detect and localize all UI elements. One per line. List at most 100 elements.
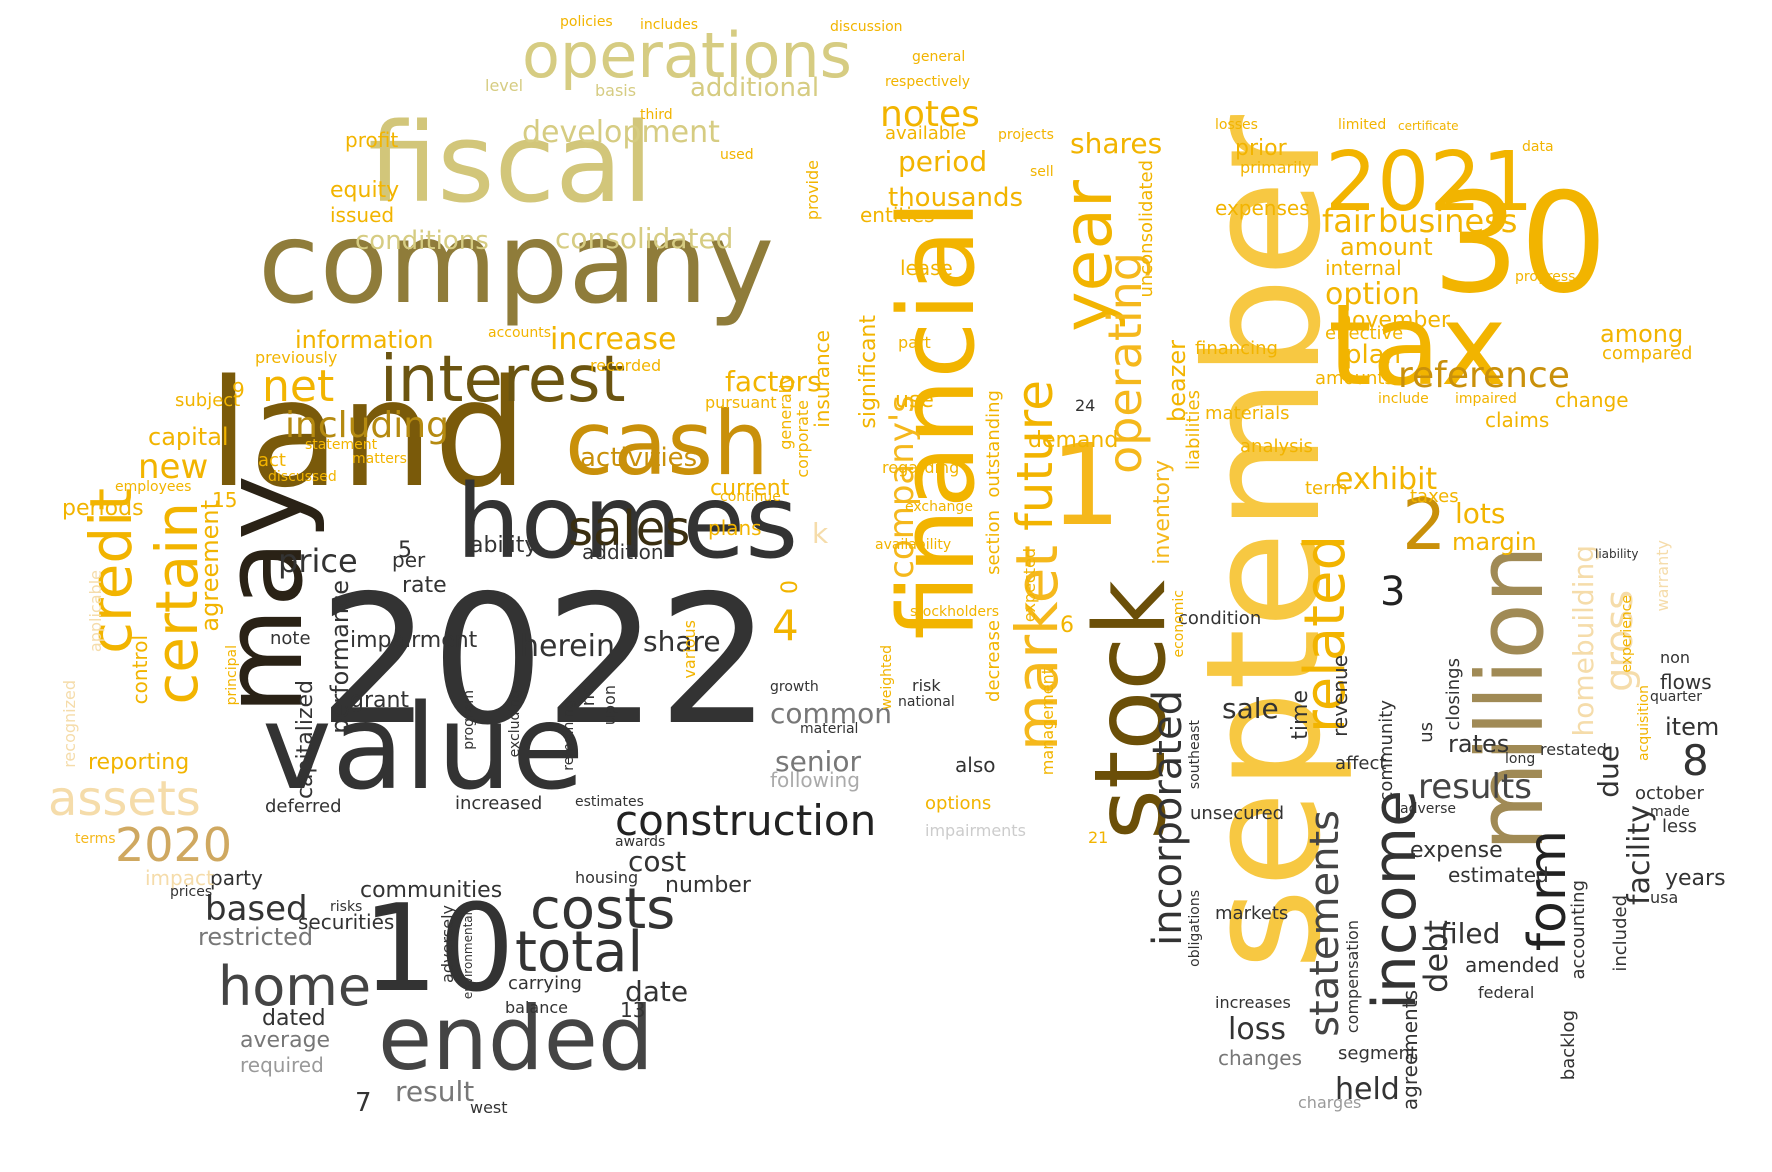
word-factors: factors: [725, 365, 822, 398]
word-plan: plan: [1345, 340, 1402, 370]
word-acquisition: acquisition: [1636, 685, 1652, 761]
word-applicable: applicable: [86, 570, 105, 653]
word-fair: fair: [1322, 202, 1375, 240]
word-statement: statement: [305, 437, 378, 453]
word-less: less: [1662, 816, 1697, 837]
word-level: level: [485, 76, 524, 95]
word-increased: increased: [455, 793, 543, 814]
word-years: years: [1665, 866, 1726, 891]
word-net: net: [262, 361, 335, 412]
word-2: 2: [1402, 484, 1447, 566]
word-use: use: [895, 388, 934, 413]
word-obligations: obligations: [1187, 890, 1203, 967]
word-income: income: [1360, 790, 1430, 1010]
word-upon: upon: [600, 685, 619, 726]
word-financing: financing: [1195, 338, 1278, 359]
word-taxes: taxes: [1410, 486, 1459, 507]
word-periods: periods: [62, 496, 144, 521]
word-deferred: deferred: [265, 796, 342, 817]
word-weighted: weighted: [879, 645, 895, 710]
word-additional: additional: [690, 73, 820, 103]
word-prices: prices: [170, 884, 213, 900]
word-principal: principal: [224, 645, 240, 706]
word-securities: securities: [298, 910, 395, 934]
word-senior: senior: [775, 745, 861, 778]
word-price: price: [278, 542, 358, 580]
word-stockholders: stockholders: [910, 604, 1000, 620]
word-assets: assets: [48, 771, 201, 827]
word-significant: significant: [856, 315, 881, 429]
word-flows: flows: [1660, 670, 1712, 694]
word-non: non: [1660, 648, 1691, 667]
word-october: october: [1635, 783, 1704, 804]
word-accounting: accounting: [1568, 880, 1589, 980]
word-exchange: exchange: [905, 499, 973, 515]
word-lease: lease: [900, 256, 953, 280]
word-sell: sell: [1030, 164, 1054, 180]
word-outstanding: outstanding: [983, 390, 1004, 498]
word-fiscal: fiscal: [368, 99, 654, 227]
word-home: home: [218, 955, 372, 1018]
word-24: 24: [1075, 396, 1096, 415]
word-ended: ended: [378, 987, 654, 1090]
word-shares: shares: [1070, 127, 1163, 160]
word-previously: previously: [255, 348, 338, 367]
word-4: 4: [772, 601, 799, 650]
word-agreement: agreement: [196, 500, 224, 632]
word-period: period: [898, 145, 988, 178]
word-basis: basis: [595, 81, 637, 100]
word-rate: rate: [402, 573, 447, 598]
word-per: per: [392, 548, 426, 572]
word-5: 5: [398, 538, 412, 563]
word-closings: closings: [1443, 658, 1464, 731]
word-30: 30: [1432, 163, 1608, 324]
word-party: party: [210, 866, 263, 890]
word-development: development: [522, 115, 720, 150]
word-term: term: [1305, 478, 1348, 499]
word-land: land: [208, 348, 528, 520]
word-change: change: [1555, 388, 1629, 412]
word-west: west: [470, 1098, 508, 1117]
word-continue: continue: [720, 489, 781, 505]
word-operations: operations: [522, 19, 852, 92]
word-unconsolidated: unconsolidated: [1136, 160, 1157, 298]
word-increase: increase: [550, 322, 677, 357]
word-act: act: [258, 450, 286, 471]
word-reporting: reporting: [88, 750, 190, 775]
word-pursuant: pursuant: [705, 393, 777, 412]
word-value: value: [262, 678, 585, 816]
word-risks: risks: [330, 899, 363, 915]
word-accounts: accounts: [488, 325, 552, 341]
word-experience: experience: [1619, 595, 1635, 673]
word-communities: communities: [360, 878, 503, 903]
word-inventory: inventory: [1150, 460, 1175, 565]
word-item: item: [1665, 713, 1720, 741]
word-segment: segment: [1338, 1043, 1417, 1064]
word-projects: projects: [998, 127, 1054, 143]
word-economic: economic: [1171, 590, 1187, 658]
word-balance: balance: [505, 998, 568, 1017]
word-form: form: [1518, 830, 1578, 952]
word-incorporated: incorporated: [1145, 690, 1191, 946]
word-homebuilding: homebuilding: [1567, 545, 1600, 737]
word-inc: inc: [578, 685, 599, 712]
word-awards: awards: [615, 834, 666, 850]
word-generally: generally: [776, 375, 795, 450]
word-charges: charges: [1298, 1093, 1362, 1112]
word-november: november: [1338, 308, 1450, 333]
word-1: 1: [1050, 421, 1122, 551]
word-also: also: [955, 753, 996, 777]
word-carrying: carrying: [508, 973, 582, 994]
word-losses: losses: [1215, 117, 1258, 133]
word-analysis: analysis: [1240, 436, 1313, 457]
word-include: include: [1378, 391, 1429, 407]
word-exhibit: exhibit: [1335, 462, 1438, 497]
word-entities: entities: [860, 203, 935, 227]
word-capitalized: capitalized: [293, 680, 318, 800]
word-expected: expected: [1020, 548, 1039, 623]
word-profit: profit: [345, 128, 399, 152]
word-addition: addition: [582, 540, 664, 564]
word-internal: internal: [1325, 256, 1402, 280]
word-backlog: backlog: [1558, 1010, 1579, 1081]
